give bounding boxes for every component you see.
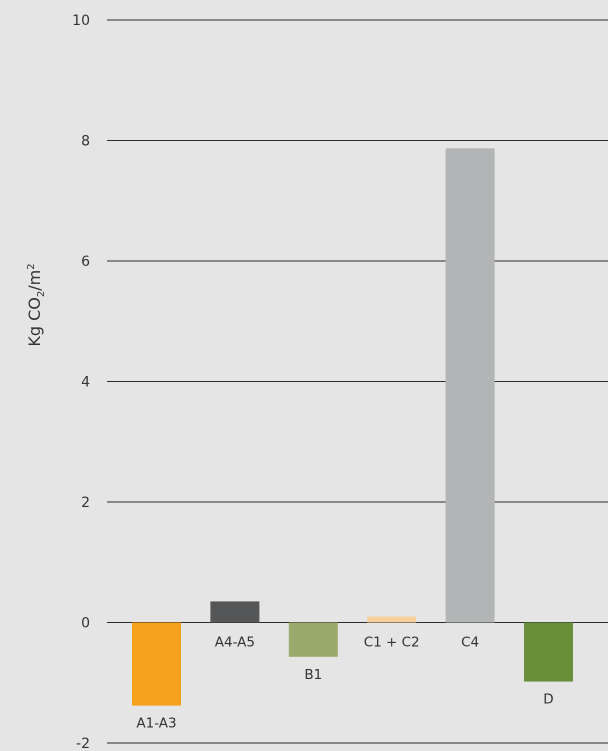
y-axis-title-main: Kg CO	[25, 297, 44, 347]
y-tick-label: 6	[81, 254, 90, 270]
y-axis-title-subscript: 2	[36, 291, 47, 297]
category-label: A1-A3	[136, 716, 176, 732]
y-axis-ticks: -2 0 2 4 6 8 10	[72, 13, 90, 751]
y-tick-label: 8	[81, 134, 90, 150]
bar	[132, 622, 181, 706]
category-label: C1 + C2	[364, 635, 420, 651]
gridlines	[107, 19, 608, 744]
y-axis-title-superscript: 2	[26, 263, 37, 269]
category-label: A4-A5	[215, 635, 255, 651]
bar	[445, 148, 495, 623]
category-labels: A1-A3 A4-A5 B1 C1 + C2 C4 D	[136, 635, 553, 732]
y-tick-label: 10	[72, 13, 90, 29]
y-tick-label: 4	[81, 375, 90, 391]
bar	[288, 622, 338, 657]
bar	[210, 601, 260, 623]
bar	[367, 616, 417, 623]
y-tick-label: 0	[81, 616, 90, 632]
category-label: D	[543, 692, 553, 708]
bars	[132, 148, 573, 706]
y-tick-label: -2	[76, 736, 90, 751]
y-tick-label: 2	[81, 495, 90, 511]
bar	[524, 622, 573, 682]
category-label: B1	[304, 667, 322, 683]
category-label: C4	[461, 635, 479, 651]
y-axis-title-mid: /m	[25, 270, 44, 291]
y-axis-title: Kg CO2/m2	[25, 263, 47, 346]
